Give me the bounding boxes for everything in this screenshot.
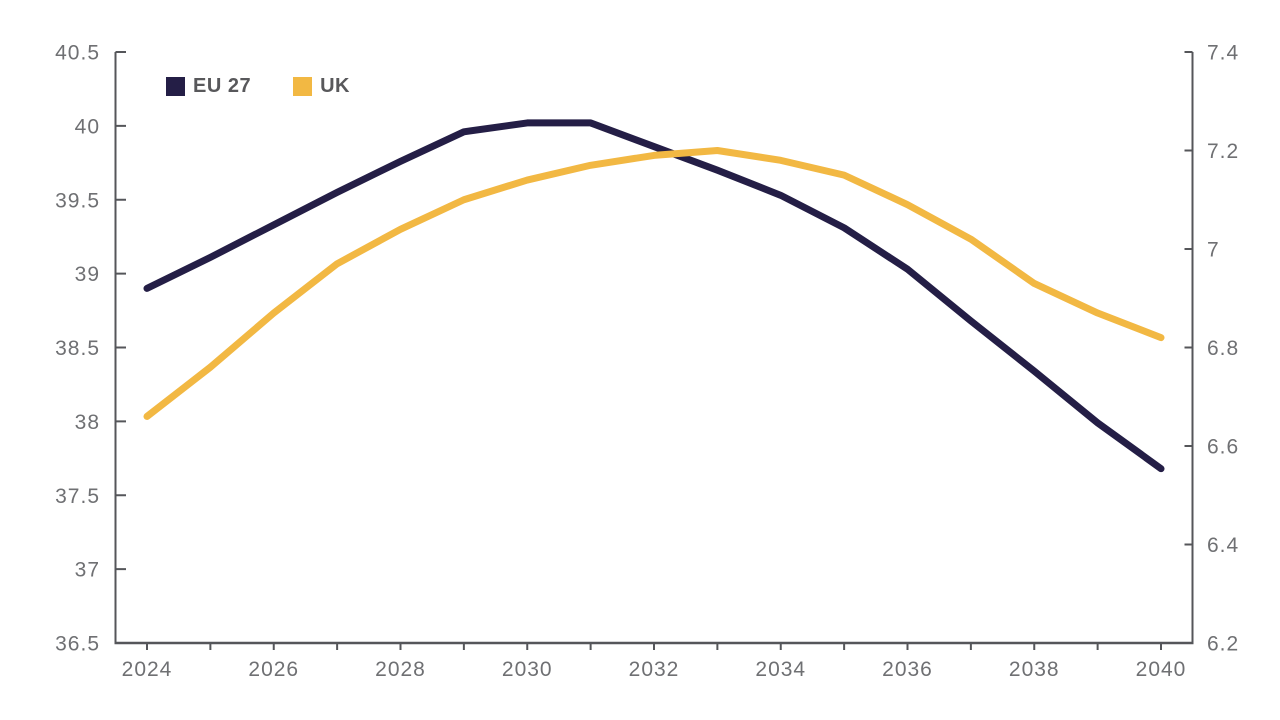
chart-legend: EU 27 UK	[166, 75, 350, 97]
right-axis-tick-label: 6.4	[1207, 534, 1239, 557]
legend-label-eu-27: EU 27	[193, 75, 252, 97]
right-axis-tick-label: 6.6	[1207, 436, 1239, 459]
left-axis-tick-label: 37	[75, 559, 100, 582]
right-axis-tick-label: 7.2	[1207, 140, 1239, 163]
left-axis-tick-label: 40	[75, 115, 100, 138]
left-axis-tick-label: 38.5	[55, 337, 100, 360]
series-line-uk	[143, 147, 1165, 420]
x-axis-tick-label: 2024	[122, 658, 173, 681]
x-axis-tick-label: 2028	[375, 658, 426, 681]
right-axis-tick-label: 7	[1207, 239, 1220, 262]
left-axis-tick-label: 38	[75, 411, 100, 434]
legend-item-uk: UK	[293, 75, 350, 97]
right-axis-tick-label: 6.2	[1207, 633, 1239, 656]
left-axis-tick-label: 40.5	[55, 42, 100, 65]
legend-swatch-uk	[293, 77, 313, 96]
legend-swatch-eu-27	[166, 77, 185, 96]
x-axis-tick-label: 2040	[1136, 658, 1187, 681]
x-axis-tick-label: 2036	[882, 658, 933, 681]
left-axis-tick-label: 39	[75, 263, 100, 286]
series-line-eu-27	[143, 119, 1165, 473]
x-axis-tick-label: 2026	[248, 658, 299, 681]
x-axis-tick-label: 2038	[1009, 658, 1060, 681]
left-axis-tick-label: 37.5	[55, 485, 100, 508]
x-axis-tick-label: 2032	[629, 658, 680, 681]
legend-label-uk: UK	[320, 75, 350, 97]
legend-item-eu-27: EU 27	[166, 75, 252, 97]
left-axis-tick-label: 39.5	[55, 189, 100, 212]
x-axis-tick-label: 2030	[502, 658, 553, 681]
x-axis-tick-label: 2034	[755, 658, 806, 681]
left-axis-tick-label: 36.5	[55, 633, 100, 656]
right-axis-tick-label: 6.8	[1207, 337, 1239, 360]
right-axis-tick-label: 7.4	[1207, 42, 1239, 65]
